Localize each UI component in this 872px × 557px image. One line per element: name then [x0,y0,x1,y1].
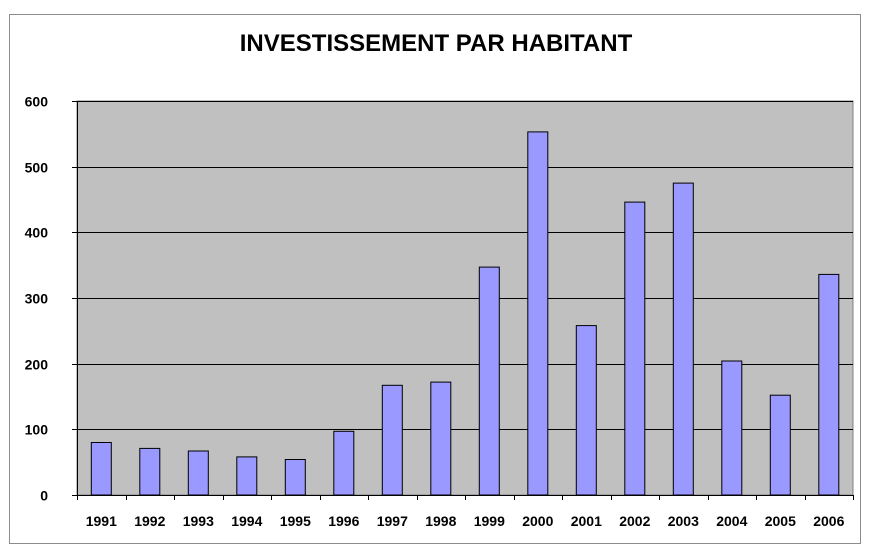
bar-1998 [430,381,452,496]
x-tick-label: 2003 [668,513,699,529]
x-tick-label: 1999 [474,513,505,529]
x-tick-label: 1997 [377,513,408,529]
y-tick-label: 500 [25,160,49,176]
y-tick-label: 0 [40,488,48,504]
bar-2006 [818,273,840,496]
bar-1999 [478,266,500,496]
x-tick-label: 2000 [522,513,553,529]
x-tick-label: 1994 [231,513,262,529]
x-tick-label: 1996 [328,513,359,529]
bar-2000 [527,131,549,496]
y-tick-label: 600 [25,94,49,110]
bar-2003 [672,182,694,496]
x-tick-label: 2001 [571,513,602,529]
x-tick-label: 1998 [425,513,456,529]
bar-1996 [333,430,355,496]
x-tick-label: 1991 [86,513,117,529]
x-tick-label: 2002 [619,513,650,529]
bar-1991 [90,442,112,496]
y-tick-label: 100 [25,422,49,438]
bar-1994 [236,456,258,496]
bar-2002 [624,201,646,496]
x-tick-label: 1995 [280,513,311,529]
bar-2001 [575,325,597,496]
bar-1993 [187,450,209,496]
y-tick-label: 400 [25,225,49,241]
bar-1992 [139,447,161,496]
x-tick-label: 1992 [134,513,165,529]
y-tick-label: 200 [25,357,49,373]
chart-title: INVESTISSEMENT PAR HABITANT [239,30,633,57]
x-tick-label: 2004 [716,513,747,529]
x-tick-label: 1993 [183,513,214,529]
y-tick-label: 300 [25,291,49,307]
x-tick-label: 2005 [765,513,796,529]
bar-1997 [381,384,403,496]
bar-2005 [769,394,791,496]
bar-1995 [284,459,306,496]
x-tick-label: 2006 [813,513,844,529]
bar-2004 [721,360,743,496]
